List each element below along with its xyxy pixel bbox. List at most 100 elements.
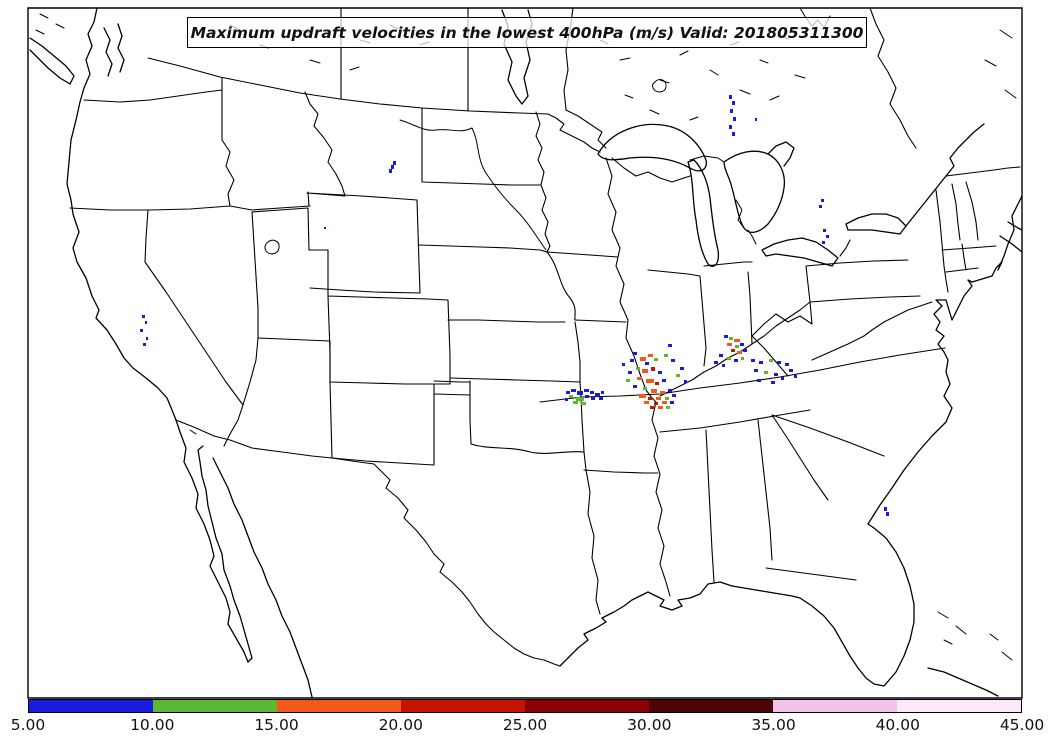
updraft-point	[591, 397, 595, 400]
updraft-point	[732, 132, 735, 136]
updraft-point	[668, 344, 672, 347]
updraft-point	[666, 406, 670, 409]
updraft-point	[731, 349, 735, 352]
updraft-point	[769, 359, 773, 362]
colorbar-segment-4	[525, 700, 650, 712]
updraft-point	[601, 391, 604, 394]
updraft-point	[654, 358, 658, 361]
updraft-point	[884, 507, 887, 511]
updraft-point	[826, 235, 829, 238]
updraft-point	[823, 229, 826, 232]
updraft-point	[145, 321, 147, 324]
updraft-point	[651, 367, 655, 371]
updraft-point	[648, 354, 653, 357]
updraft-point	[737, 351, 742, 354]
updraft-point	[755, 118, 757, 121]
updraft-point	[140, 329, 143, 332]
colorbar-tick-label: 40.00	[875, 716, 920, 734]
updraft-point	[599, 397, 603, 400]
updraft-point	[671, 359, 675, 362]
updraft-point	[658, 406, 663, 409]
updraft-point	[680, 367, 684, 370]
updraft-point	[662, 379, 666, 382]
updraft-point	[740, 343, 744, 346]
updraft-point	[569, 395, 573, 398]
updraft-point	[729, 125, 732, 129]
updraft-point	[672, 394, 676, 397]
updraft-point	[735, 345, 739, 348]
colorbar-segment-5	[649, 700, 774, 712]
colorbar-tick-label: 10.00	[130, 716, 175, 734]
colorbar-tick-label: 30.00	[627, 716, 672, 734]
updraft-point	[640, 357, 646, 361]
updraft-point	[389, 169, 392, 173]
updraft-point	[636, 367, 640, 370]
updraft-point	[757, 379, 761, 382]
updraft-point	[637, 377, 642, 380]
updraft-data-points	[140, 95, 889, 516]
updraft-point	[764, 371, 768, 374]
updraft-point	[584, 389, 589, 392]
updraft-point	[719, 354, 723, 357]
plot-title: Maximum updraft velocities in the lowest…	[190, 23, 864, 42]
updraft-point	[639, 394, 646, 398]
updraft-point	[729, 95, 732, 99]
updraft-point	[643, 387, 647, 390]
updraft-point	[146, 337, 148, 340]
updraft-point	[626, 379, 630, 382]
updraft-point	[648, 397, 652, 400]
plot-frame	[28, 8, 1022, 698]
updraft-point	[730, 109, 733, 113]
great-lakes	[598, 124, 984, 266]
updraft-point	[633, 352, 637, 355]
colorbar-segment-6	[773, 700, 898, 712]
colorbar-segment-1	[153, 700, 278, 712]
updraft-point	[650, 406, 654, 409]
title-box: Maximum updraft velocities in the lowest…	[187, 17, 867, 48]
updraft-point	[630, 359, 634, 362]
updraft-point	[662, 401, 667, 404]
updraft-point	[781, 377, 784, 380]
updraft-point	[794, 375, 797, 378]
updraft-point	[732, 101, 735, 105]
updraft-point	[741, 357, 744, 360]
updraft-point	[670, 401, 674, 404]
updraft-point	[754, 369, 758, 372]
updraft-point	[733, 117, 736, 121]
updraft-point	[664, 354, 668, 357]
updraft-point	[727, 357, 731, 360]
updraft-point	[143, 343, 146, 346]
updraft-point	[628, 371, 632, 374]
updraft-point	[665, 397, 669, 400]
updraft-point	[789, 369, 793, 372]
updraft-point	[581, 402, 586, 405]
updraft-point	[577, 391, 583, 395]
updraft-point	[590, 391, 594, 394]
us-state-borders	[70, 78, 996, 666]
updraft-point	[821, 199, 824, 202]
colorbar-segment-2	[277, 700, 402, 712]
colorbar-tick-label: 45.00	[999, 716, 1045, 734]
coastlines	[30, 8, 1022, 697]
colorbar-tick-label: 20.00	[378, 716, 423, 734]
updraft-point	[585, 395, 589, 398]
updraft-point	[573, 401, 578, 404]
updraft-point	[751, 359, 755, 362]
updraft-point	[785, 363, 789, 366]
updraft-point	[819, 205, 822, 208]
updraft-point	[654, 402, 658, 405]
colorbar-segment-7	[897, 700, 1021, 712]
updraft-point	[660, 391, 665, 394]
updraft-point	[651, 389, 657, 393]
colorbar-tick-label: 25.00	[502, 716, 548, 734]
updraft-point	[645, 362, 649, 365]
updraft-point	[393, 161, 396, 165]
colorbar-segment-0	[29, 700, 154, 712]
updraft-point	[656, 397, 661, 400]
colorbar-tick-label: 5.00	[10, 716, 46, 734]
updraft-point	[646, 379, 654, 383]
updraft-point	[684, 380, 687, 383]
updraft-point	[622, 363, 625, 366]
updraft-point	[633, 385, 637, 388]
